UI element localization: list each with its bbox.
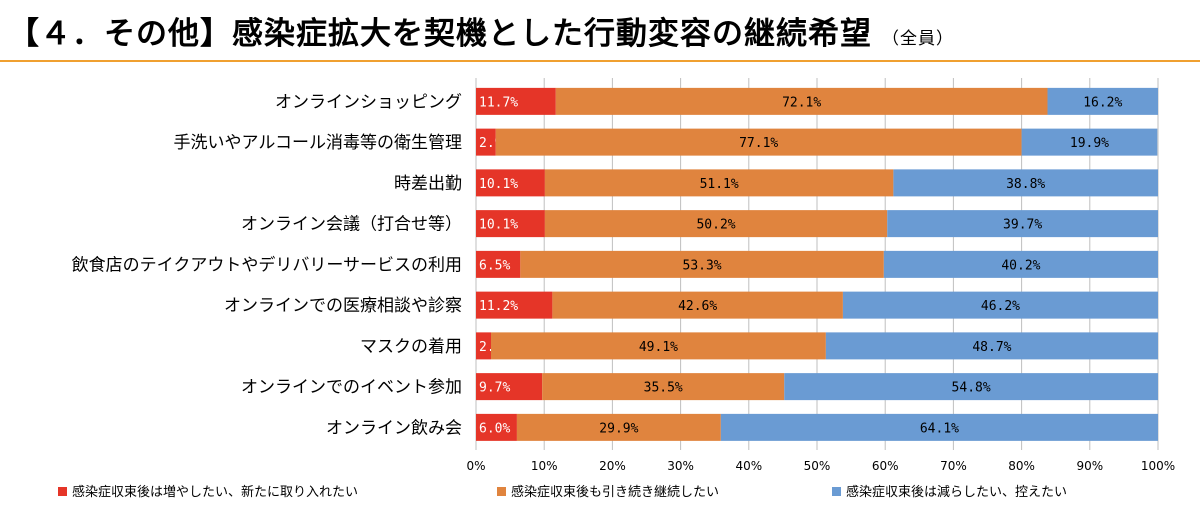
tick-label: 10% <box>531 459 558 473</box>
title-main: 【４．その他】感染症拡大を契機とした行動変容の継続希望 <box>8 16 872 52</box>
bar-segment <box>476 128 496 156</box>
data-label: 16.2% <box>1083 95 1122 110</box>
legend-swatch <box>497 487 506 496</box>
bar-segment <box>516 413 721 441</box>
data-label: 46.2% <box>981 299 1020 314</box>
bar-segment <box>491 332 826 360</box>
legend-swatch <box>832 487 841 496</box>
data-label: 10.1% <box>479 177 518 192</box>
bar-segment <box>555 87 1048 115</box>
bar-segment <box>784 373 1158 401</box>
bar-segment <box>542 373 785 401</box>
data-label: 64.1% <box>920 421 959 436</box>
bar-segment <box>893 169 1158 197</box>
bar-segment <box>476 291 553 319</box>
x-axis-ticks: 0% 10% 20% 30% 40% 50% 60% 70% 80% 90% 100% <box>466 459 1175 473</box>
title-area: 【４．その他】感染症拡大を契機とした行動変容の継続希望 （全員） <box>0 0 1200 64</box>
bar-segment <box>476 169 545 197</box>
tick-label: 60% <box>872 459 899 473</box>
bar-segment <box>476 332 492 360</box>
bar-segment <box>476 250 521 278</box>
bar-segment <box>476 373 543 401</box>
data-label: 6.5% <box>479 258 510 273</box>
bar-segment <box>495 128 1022 156</box>
tick-label: 90% <box>1076 459 1103 473</box>
bar-segment <box>1047 87 1158 115</box>
category-label: オンライン会議（打合せ等） <box>241 215 462 235</box>
tick-label: 30% <box>667 459 694 473</box>
bar-segment <box>544 169 894 197</box>
page-title: 【４．その他】感染症拡大を契機とした行動変容の継続希望 （全員） <box>8 8 954 53</box>
bar-segment <box>842 291 1158 319</box>
data-label: 54.8% <box>952 381 991 396</box>
data-label: 35.5% <box>644 381 683 396</box>
category-label: オンライン飲み会 <box>326 418 462 438</box>
legend-label: 感染症収束後は増やしたい、新たに取り入れたい <box>72 484 358 500</box>
data-label: 9.7% <box>479 381 510 396</box>
data-label: 50.2% <box>696 218 735 233</box>
data-label: 42.6% <box>678 299 717 314</box>
data-label: 10.1% <box>479 218 518 233</box>
category-label: オンラインでの医療相談や診察 <box>224 296 462 316</box>
bar-segment <box>476 87 556 115</box>
legend-label: 感染症収束後も引き続き継続したい <box>511 484 719 500</box>
data-label: 49.1% <box>639 340 678 355</box>
category-label: マスクの着用 <box>360 337 462 357</box>
data-label: 38.8% <box>1006 177 1045 192</box>
bar-segment <box>520 250 884 278</box>
data-label: 53.3% <box>683 258 722 273</box>
tick-label: 80% <box>1008 459 1035 473</box>
legend-label: 感染症収束後は減らしたい、控えたい <box>846 484 1067 500</box>
data-label: 11.2% <box>479 299 518 314</box>
legend-swatch <box>58 487 67 496</box>
category-label: 時差出勤 <box>394 174 462 194</box>
bars: 11.7% 72.1% 16.2%2.9% 77.1% 19.9%10.1% 51.1% 3… <box>476 87 1158 441</box>
bar-segment <box>476 210 545 238</box>
data-label: 19.9% <box>1070 136 1109 151</box>
category-label: 手洗いやアルコール消毒等の衛生管理 <box>174 133 463 153</box>
category-label: 飲食店のテイクアウトやデリバリーサービスの利用 <box>72 254 462 275</box>
tick-label: 40% <box>735 459 762 473</box>
category-label: オンラインショッピング <box>275 92 462 112</box>
bar-segment <box>825 332 1158 360</box>
bar-segment <box>544 210 888 238</box>
data-label: 6.0% <box>479 421 510 436</box>
bar-segment <box>476 413 517 441</box>
tick-label: 20% <box>599 459 626 473</box>
bar-segment <box>552 291 843 319</box>
category-labels: オンラインショッピング手洗いやアルコール消毒等の衛生管理時差出勤オンライン会議（… <box>72 92 462 438</box>
data-label: 48.7% <box>972 340 1011 355</box>
data-label: 40.2% <box>1001 258 1040 273</box>
data-label: 77.1% <box>739 136 778 151</box>
data-label: 72.1% <box>782 95 821 110</box>
data-label: 39.7% <box>1003 218 1042 233</box>
tick-label: 0% <box>466 459 485 473</box>
legend: 感染症収束後は増やしたい、新たに取り入れたい 感染症収束後も引き続き継続したい 感染… <box>58 484 1067 500</box>
tick-label: 70% <box>940 459 967 473</box>
data-label: 29.9% <box>599 421 638 436</box>
bar-segment <box>887 210 1158 238</box>
tick-label: 50% <box>804 459 831 473</box>
data-label: 11.7% <box>479 95 518 110</box>
category-label: オンラインでのイベント参加 <box>241 378 462 398</box>
tick-label: 100% <box>1141 459 1175 473</box>
title-rule <box>0 60 1200 62</box>
title-note: （全員） <box>882 29 954 49</box>
bar-segment <box>883 250 1158 278</box>
data-label: 51.1% <box>700 177 739 192</box>
bar-segment <box>1021 128 1158 156</box>
bar-segment <box>720 413 1158 441</box>
